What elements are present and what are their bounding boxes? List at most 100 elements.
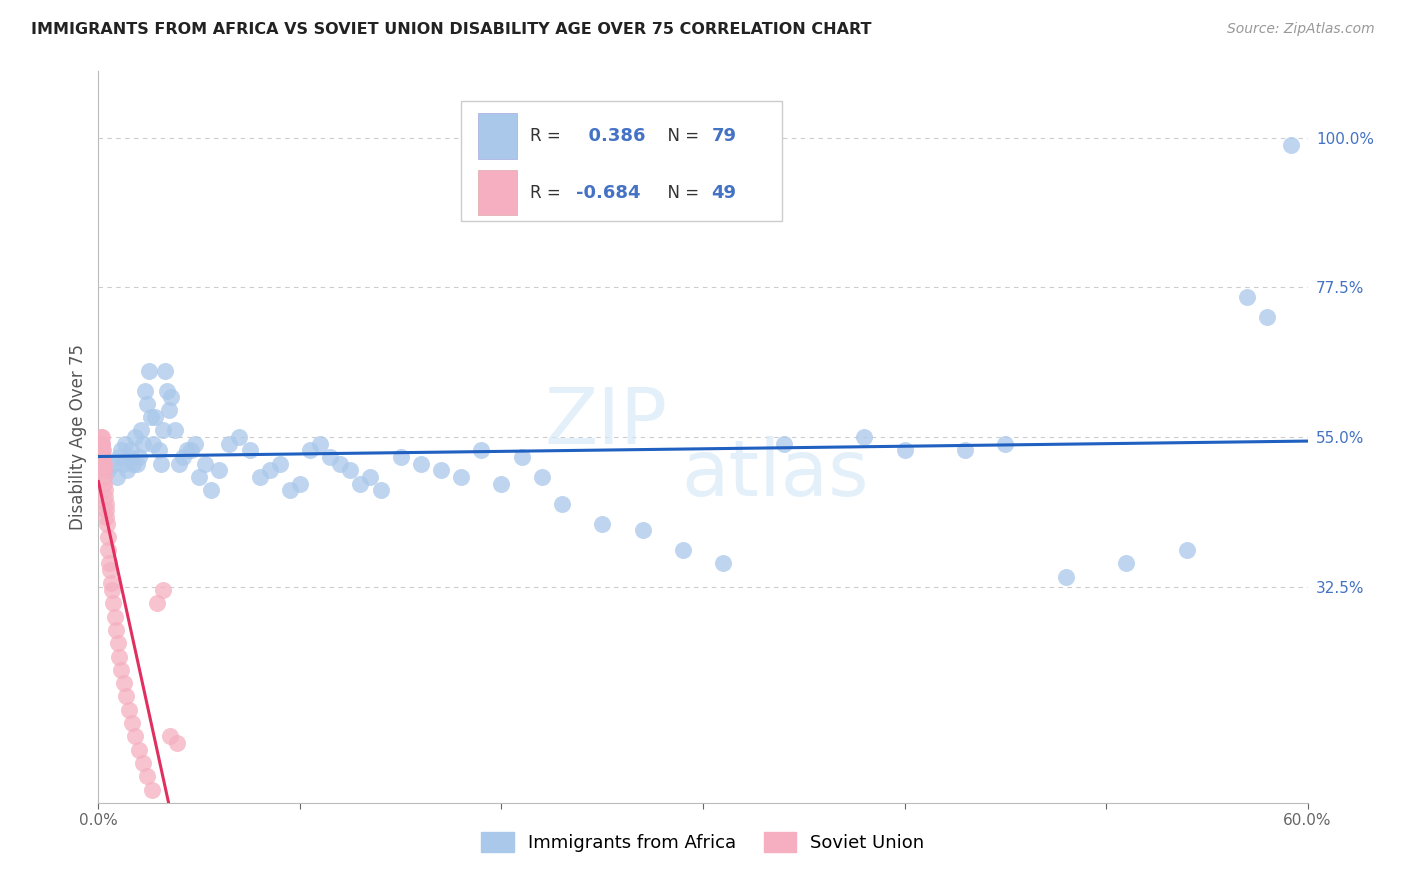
Point — [101, 582, 124, 597]
Point — [188, 470, 211, 484]
Point — [160, 390, 183, 404]
Point — [90, 436, 112, 450]
Point — [96, 509, 118, 524]
Point — [91, 443, 114, 458]
Point — [142, 436, 165, 450]
Point — [90, 430, 112, 444]
Point — [156, 384, 179, 398]
Point — [90, 436, 112, 450]
Point — [141, 782, 163, 797]
Point — [153, 363, 176, 377]
Point — [259, 463, 281, 477]
Point — [1236, 290, 1258, 304]
Text: N =: N = — [657, 184, 704, 202]
Point — [105, 470, 128, 484]
Point — [319, 450, 342, 464]
Point — [491, 476, 513, 491]
Point — [218, 436, 240, 450]
Point — [157, 403, 180, 417]
Point — [166, 736, 188, 750]
Point — [194, 457, 217, 471]
Point — [93, 457, 115, 471]
Point — [91, 430, 114, 444]
Point — [339, 463, 361, 477]
Point — [90, 443, 112, 458]
Point — [91, 436, 114, 450]
Point — [128, 450, 150, 464]
Point — [138, 363, 160, 377]
Point — [172, 450, 194, 464]
Point — [96, 516, 118, 531]
Text: -0.684: -0.684 — [576, 184, 641, 202]
Point — [110, 443, 132, 458]
Point — [94, 503, 117, 517]
Point — [91, 450, 114, 464]
Point — [409, 457, 432, 471]
Point — [631, 523, 654, 537]
Point — [228, 430, 250, 444]
Point — [108, 649, 131, 664]
Text: 79: 79 — [711, 127, 737, 145]
Text: IMMIGRANTS FROM AFRICA VS SOVIET UNION DISABILITY AGE OVER 75 CORRELATION CHART: IMMIGRANTS FROM AFRICA VS SOVIET UNION D… — [31, 22, 872, 37]
Text: 0.386: 0.386 — [576, 127, 645, 145]
Point — [470, 443, 492, 458]
Point — [139, 410, 162, 425]
Text: N =: N = — [657, 127, 704, 145]
Point — [124, 729, 146, 743]
Point — [184, 436, 207, 450]
Point — [98, 563, 121, 577]
Point — [994, 436, 1017, 450]
Point — [103, 609, 125, 624]
Point — [118, 450, 141, 464]
Point — [94, 483, 117, 498]
Point — [121, 716, 143, 731]
Point — [551, 497, 574, 511]
Point — [430, 463, 453, 477]
Point — [953, 443, 976, 458]
Point — [152, 424, 174, 438]
Point — [349, 476, 371, 491]
Point — [1054, 570, 1077, 584]
Point — [94, 497, 117, 511]
Point — [1281, 137, 1303, 152]
Point — [672, 543, 695, 558]
Y-axis label: Disability Age Over 75: Disability Age Over 75 — [69, 344, 87, 530]
Point — [93, 476, 115, 491]
Point — [591, 516, 613, 531]
Point — [893, 443, 915, 458]
Point — [180, 443, 202, 458]
FancyBboxPatch shape — [461, 101, 782, 221]
Point — [125, 457, 148, 471]
Point — [93, 463, 115, 477]
Point — [450, 470, 472, 484]
Point — [143, 410, 166, 425]
Point — [97, 530, 120, 544]
Legend: Immigrants from Africa, Soviet Union: Immigrants from Africa, Soviet Union — [474, 824, 932, 860]
Point — [288, 476, 311, 491]
Point — [389, 450, 412, 464]
Point — [93, 470, 115, 484]
Point — [100, 576, 122, 591]
Point — [124, 430, 146, 444]
Point — [115, 463, 138, 477]
Point — [101, 457, 124, 471]
Point — [91, 450, 114, 464]
Point — [510, 450, 533, 464]
Point — [129, 424, 152, 438]
Text: R =: R = — [530, 127, 567, 145]
Point — [94, 490, 117, 504]
Point — [121, 457, 143, 471]
Point — [853, 430, 876, 444]
Point — [97, 543, 120, 558]
Point — [132, 436, 155, 450]
Point — [120, 443, 142, 458]
Point — [269, 457, 291, 471]
Point — [176, 443, 198, 458]
Point — [114, 436, 136, 450]
Point — [146, 596, 169, 610]
FancyBboxPatch shape — [478, 113, 517, 159]
Point — [107, 450, 129, 464]
Point — [530, 470, 553, 484]
Point — [200, 483, 222, 498]
Point — [134, 384, 156, 398]
